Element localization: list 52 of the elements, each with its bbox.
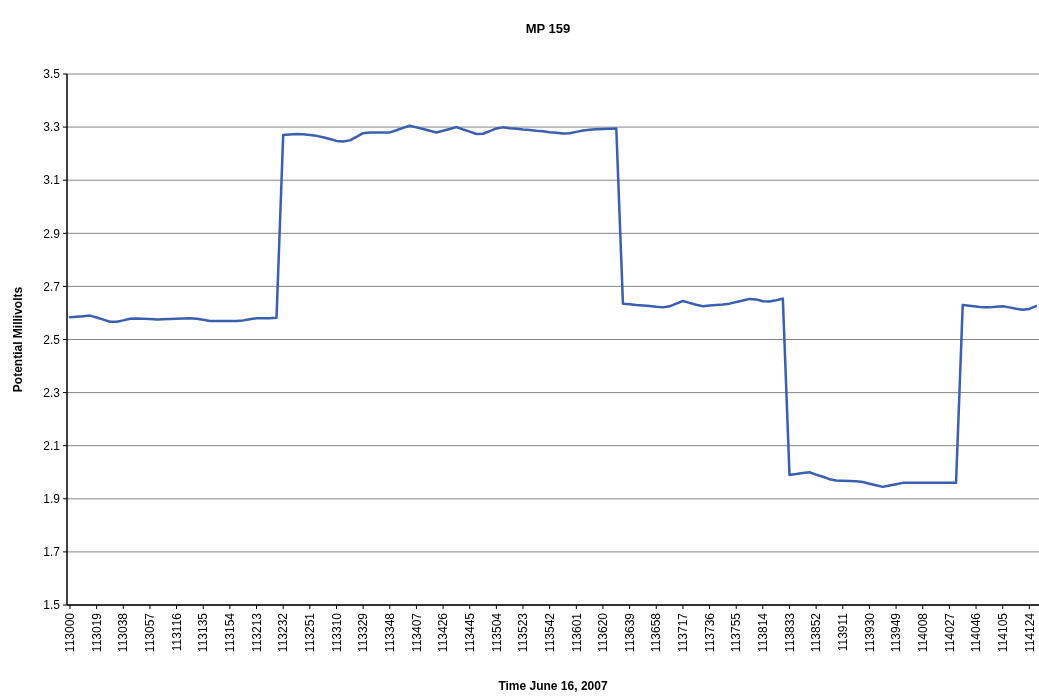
x-tick-label: 113523 xyxy=(516,612,531,653)
x-tick-label: 113135 xyxy=(196,612,211,653)
line-series xyxy=(68,124,1038,489)
chart-title: MP 159 xyxy=(525,21,571,36)
x-tick-label: 113000 xyxy=(63,612,78,653)
x-tick-label: 113445 xyxy=(462,612,477,653)
x-tick-label: 113814 xyxy=(756,612,771,653)
x-tick-label: 113911 xyxy=(836,612,850,652)
x-tick-label: 114105 xyxy=(995,612,1010,653)
y-tick-label: 2.1 xyxy=(43,438,61,453)
x-tick-label: 113038 xyxy=(116,612,131,653)
y-tick-label: 3.5 xyxy=(43,67,61,82)
x-tick-label: 113310 xyxy=(329,612,344,653)
x-tick-label: 113930 xyxy=(862,612,877,653)
y-tick-label: 3.1 xyxy=(43,173,61,188)
x-tick-label: 114046 xyxy=(969,612,984,653)
x-tick-label: 113620 xyxy=(596,612,611,653)
x-tick-label: 113833 xyxy=(782,612,797,653)
x-tick-label: 113057 xyxy=(143,612,158,653)
x-tick-label: 114124 xyxy=(1022,612,1037,653)
x-tick-label: 113736 xyxy=(702,612,717,653)
x-tick-label: 113639 xyxy=(622,612,637,653)
x-tick-label: 113504 xyxy=(489,612,504,653)
x-tick-label: 113251 xyxy=(303,612,318,653)
x-tick-label: 113717 xyxy=(676,612,691,653)
x-tick-label: 113852 xyxy=(809,612,824,653)
y-tick-label: 2.3 xyxy=(43,385,61,400)
x-tick-label: 113348 xyxy=(382,612,397,653)
x-tick-label: 113426 xyxy=(436,612,451,653)
y-tick-label: 1.7 xyxy=(43,545,61,560)
x-axis-title: Time June 16, 2007 xyxy=(498,679,608,693)
x-tick-label: 113154 xyxy=(223,612,238,653)
y-tick-label: 3.3 xyxy=(43,120,61,135)
x-tick-label: 113232 xyxy=(276,612,291,653)
y-tick-label: 1.5 xyxy=(43,598,61,613)
x-tick-label: 113407 xyxy=(409,612,424,653)
x-tick-label: 113755 xyxy=(729,612,744,653)
x-tick-label: 113116 xyxy=(169,612,184,652)
y-tick-label: 2.9 xyxy=(43,226,61,241)
y-tick-label: 2.7 xyxy=(43,279,61,294)
x-tick-label: 113213 xyxy=(249,612,264,653)
x-tick-label: 113658 xyxy=(649,612,664,653)
x-tick-label: 114008 xyxy=(915,612,930,653)
y-tick-label: 2.5 xyxy=(43,332,61,347)
y-tick-label: 1.9 xyxy=(43,492,61,506)
x-tick-label: 113949 xyxy=(889,612,904,653)
x-tick-label: 113019 xyxy=(89,612,104,653)
x-tick-label: 113601 xyxy=(569,612,584,653)
y-axis-title: Potential Millivolts xyxy=(11,286,25,393)
x-tick-label: 114027 xyxy=(942,612,957,653)
x-tick-label: 113329 xyxy=(356,612,371,653)
x-tick-label: 113542 xyxy=(542,612,557,653)
